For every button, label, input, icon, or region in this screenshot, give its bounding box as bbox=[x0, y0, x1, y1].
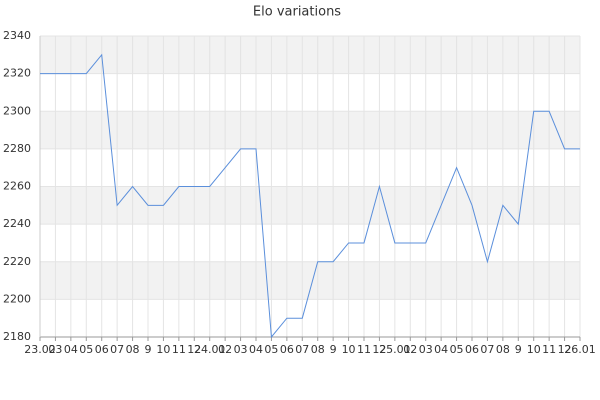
x-tick-label: 10 bbox=[527, 343, 541, 356]
x-tick-label: 12 bbox=[372, 343, 386, 356]
x-tick-label: 02 bbox=[218, 343, 232, 356]
x-tick-label: 9 bbox=[330, 343, 337, 356]
x-tick-label: 11 bbox=[542, 343, 556, 356]
x-tick-label: 9 bbox=[145, 343, 152, 356]
x-tick-label: 04 bbox=[434, 343, 448, 356]
line bbox=[40, 53, 580, 339]
x-tick-label: 08 bbox=[311, 343, 325, 356]
x-tick-label: 11 bbox=[357, 343, 371, 356]
y-tick-label: 2220 bbox=[3, 255, 31, 268]
grid-band bbox=[40, 186, 580, 225]
x-tick-label: 26.01 bbox=[564, 343, 596, 356]
x-tick-label: 08 bbox=[496, 343, 510, 356]
y-tick-label: 2260 bbox=[3, 180, 31, 193]
x-tick-label: 04 bbox=[249, 343, 263, 356]
y-tick-label: 2340 bbox=[3, 29, 31, 42]
x-tick-label: 04 bbox=[64, 343, 78, 356]
x-tick-label: 02 bbox=[403, 343, 417, 356]
x-tick-label: 12 bbox=[187, 343, 201, 356]
x-tick-label: 07 bbox=[295, 343, 309, 356]
grid-band bbox=[40, 36, 580, 74]
x-tick-label: 23.02 bbox=[24, 343, 56, 356]
x-tick-label: 06 bbox=[465, 343, 479, 356]
grid-band bbox=[40, 111, 580, 149]
x-tick-label: 05 bbox=[264, 343, 278, 356]
chart-title: Elo variations bbox=[253, 5, 341, 20]
y-tick-label: 2180 bbox=[3, 330, 31, 343]
x-tick-label: 9 bbox=[515, 343, 522, 356]
x-tick-label: 03 bbox=[419, 343, 433, 356]
grid-band bbox=[40, 261, 580, 300]
x-tick-label: 06 bbox=[280, 343, 294, 356]
x-tick-label: 05 bbox=[79, 343, 93, 356]
y-tick-label: 2200 bbox=[3, 292, 31, 305]
x-tick-label: 10 bbox=[156, 343, 170, 356]
y-tick-label: 2300 bbox=[3, 104, 31, 117]
x-tick-label: 08 bbox=[126, 343, 140, 356]
y-tick-label: 2320 bbox=[3, 67, 31, 80]
x-tick-label: 10 bbox=[342, 343, 356, 356]
x-tick-label: 07 bbox=[480, 343, 494, 356]
x-tick-label: 07 bbox=[110, 343, 124, 356]
x-tick-label: 25.01 bbox=[379, 343, 411, 356]
x-tick-label: 06 bbox=[95, 343, 109, 356]
x-tick-label: 11 bbox=[172, 343, 186, 356]
y-tick-label: 2240 bbox=[3, 217, 31, 230]
x-tick-label: 12 bbox=[558, 343, 572, 356]
x-tick-label: 03 bbox=[48, 343, 62, 356]
x-tick-label: 24.01 bbox=[194, 343, 226, 356]
x-tick-label: 05 bbox=[450, 343, 464, 356]
y-tick-label: 2280 bbox=[3, 142, 31, 155]
x-tick-label: 03 bbox=[234, 343, 248, 356]
